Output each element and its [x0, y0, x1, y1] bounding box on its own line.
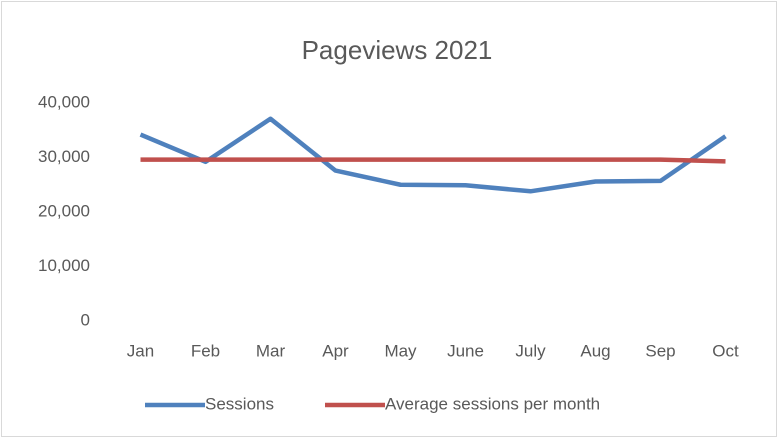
x-tick-label: Feb	[191, 341, 220, 360]
x-tick-label: July	[515, 341, 546, 360]
y-tick-label: 30,000	[38, 147, 90, 166]
x-tick-label: Sep	[645, 341, 675, 360]
y-tick-label: 0	[81, 310, 90, 329]
x-tick-label: Jan	[127, 341, 154, 360]
series-line	[139, 116, 727, 194]
y-tick-label: 20,000	[38, 201, 90, 220]
y-tick-label: 40,000	[38, 92, 90, 111]
chart-title: Pageviews 2021	[302, 35, 493, 65]
x-tick-label: Oct	[712, 341, 739, 360]
x-tick-label: Apr	[322, 341, 349, 360]
x-tick-label: June	[447, 341, 484, 360]
legend-label: Sessions	[205, 394, 274, 413]
legend-label: Average sessions per month	[385, 394, 600, 413]
x-tick-label: May	[384, 341, 417, 360]
y-tick-label: 10,000	[38, 256, 90, 275]
series-line	[140, 157, 726, 164]
x-tick-label: Mar	[256, 341, 286, 360]
x-tick-label: Aug	[580, 341, 610, 360]
